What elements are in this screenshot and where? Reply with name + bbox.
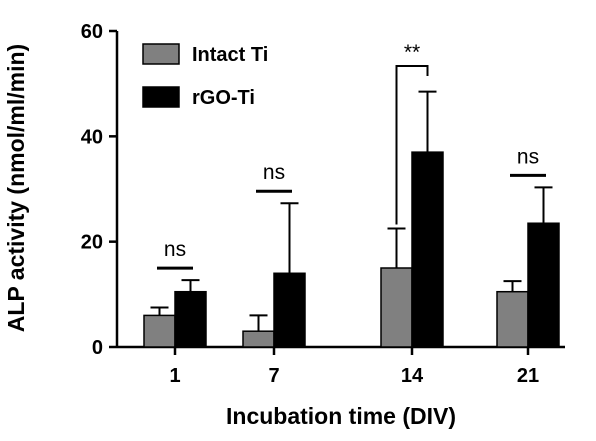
significance-label: ns [164, 238, 186, 261]
bar-intact-ti [496, 290, 529, 348]
bar-intact-ti [242, 330, 275, 348]
legend-swatch [142, 43, 180, 65]
y-tick-label: 60 [81, 21, 103, 43]
x-tick-label: 21 [517, 365, 539, 387]
bar-rgo-ti [273, 272, 306, 348]
significance-annotations: ns ns ** ns [157, 41, 546, 270]
legend: Intact Ti rGO-Ti [142, 43, 268, 109]
y-axis: 0 20 40 60 [81, 21, 119, 359]
x-tick-label: 1 [169, 365, 180, 387]
legend-label: Intact Ti [192, 44, 268, 66]
x-axis: 1 7 14 21 [117, 345, 565, 387]
significance-label: ns [517, 145, 539, 168]
bar-rgo-ti [411, 151, 444, 348]
significance-bracket [395, 65, 429, 225]
legend-label: rGO-Ti [192, 87, 255, 109]
legend-swatch [142, 86, 180, 108]
bar-intact-ti [143, 314, 176, 348]
x-axis-title: Incubation time (DIV) [226, 403, 456, 429]
y-tick-label: 20 [81, 232, 103, 254]
bar-intact-ti [380, 267, 413, 348]
y-tick-label: 40 [81, 126, 103, 148]
error-bars [150, 90, 553, 332]
bars [143, 151, 560, 348]
y-tick-label: 0 [92, 337, 103, 359]
x-tick-label: 14 [401, 365, 424, 387]
bar-rgo-ti [527, 222, 560, 348]
significance-label: ns [263, 161, 285, 184]
x-tick-label: 7 [268, 365, 279, 387]
bar-rgo-ti [174, 290, 207, 348]
y-axis-title: ALP activity (nmol/ml/min) [3, 44, 29, 332]
significance-label: ** [404, 41, 420, 64]
